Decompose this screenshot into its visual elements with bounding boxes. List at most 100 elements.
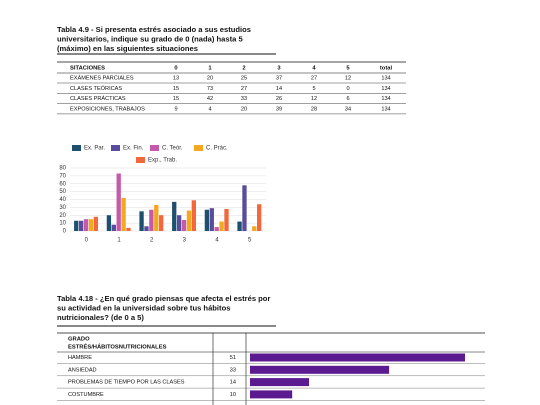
table-cell: 39 [276, 106, 282, 112]
legend-label: Exp., Trab. [148, 158, 177, 164]
bar [242, 185, 247, 231]
bar [106, 215, 112, 231]
bar [126, 227, 131, 231]
table-cell: 134 [381, 106, 390, 112]
bar [159, 215, 164, 231]
table-cell: 13 [173, 75, 179, 81]
table-cell: 134 [381, 96, 390, 102]
bar [209, 208, 214, 231]
table-cell: 25 [241, 75, 247, 81]
x-tick-label: 4 [215, 238, 219, 244]
bar [144, 226, 149, 231]
x-tick-label: 1 [117, 238, 121, 244]
bar [257, 204, 262, 231]
bar [83, 219, 89, 231]
y-tick-label: 70 [59, 173, 66, 179]
legend-label: C. Teór. [162, 146, 183, 152]
y-tick-label: 10 [59, 221, 66, 227]
legend-swatch [111, 145, 120, 151]
bar [172, 201, 177, 231]
table-cell: CLASES TEÓRICAS [70, 85, 122, 92]
column-header: 1 [208, 66, 212, 72]
row-label: PROBLEMAS DE TIEMPO POR LAS CLASES [68, 380, 185, 386]
y-tick-label: 50 [59, 189, 66, 195]
table-cell: 134 [381, 75, 390, 81]
bar [186, 210, 192, 231]
bar [154, 205, 159, 231]
column-header: GRADO [68, 337, 90, 343]
table-cell: 6 [346, 96, 349, 102]
bar [74, 220, 79, 231]
y-tick-label: 80 [59, 166, 66, 172]
legend-swatch [72, 145, 81, 151]
column-header: 3 [277, 66, 281, 72]
table-cell: 26 [276, 96, 282, 102]
bar [111, 224, 116, 231]
bar [149, 209, 154, 231]
table-cell: 134 [381, 86, 390, 92]
row-label: COSTUMBRE [68, 392, 104, 398]
row-value: 33 [230, 367, 236, 373]
bar [250, 378, 310, 387]
table-cell: 42 [207, 96, 213, 102]
bar [116, 173, 121, 231]
table-cell: 4 [208, 106, 211, 112]
table-title: su actividad en la universidad sobre tus… [57, 304, 230, 313]
table-cell: 9 [174, 106, 177, 112]
row-value: 51 [230, 355, 236, 361]
y-tick-label: 30 [59, 205, 66, 211]
legend-swatch [194, 145, 203, 151]
bar [176, 215, 182, 231]
column-header: SITACIONES [70, 66, 105, 72]
table-title: Tabla 4.18 - ¿En qué grado piensas que a… [57, 294, 270, 303]
y-tick-label: 60 [59, 181, 66, 187]
column-header: 4 [312, 66, 316, 72]
bar [181, 219, 187, 231]
table-title: universitarios, indique su grado de 0 (n… [57, 35, 243, 44]
bar [224, 208, 229, 231]
table-cell: 15 [173, 86, 179, 92]
column-header: total [380, 66, 393, 72]
column-header: 5 [346, 66, 350, 72]
row-label: ANSIEDAD [68, 367, 97, 373]
x-tick-label: 3 [183, 238, 187, 244]
bar [204, 209, 210, 231]
table-cell: 12 [311, 96, 317, 102]
table-cell: EXÁMENES PARCIALES [70, 74, 134, 81]
row-label: HAMBRE [68, 355, 92, 361]
table-cell: 20 [241, 106, 247, 112]
bar [250, 353, 465, 362]
table-title: Tabla 4.9 - Si presenta estrés asociado … [57, 25, 251, 34]
table-cell: 73 [207, 86, 213, 92]
bar [93, 216, 98, 231]
bar [250, 390, 293, 399]
column-header: 0 [174, 66, 177, 72]
legend-label: Ex. Fin. [123, 146, 144, 152]
table-cell: 33 [241, 96, 247, 102]
row-value: 14 [230, 380, 236, 386]
bar [78, 220, 84, 231]
y-tick-label: 20 [59, 213, 66, 219]
table-cell: 28 [311, 106, 317, 112]
bar [88, 219, 94, 231]
bar [219, 221, 224, 231]
column-header: 2 [242, 66, 245, 72]
legend-label: Ex. Par. [84, 146, 105, 152]
table-cell: EXPOSICIONES, TRABAJOS [70, 106, 145, 112]
table-title: (máximo) en las siguientes situaciones [57, 44, 198, 53]
legend-swatch [150, 145, 159, 151]
legend-label: C. Prác. [206, 146, 228, 152]
table-cell: 12 [345, 75, 351, 81]
y-tick-label: 40 [59, 197, 66, 203]
legend-swatch [136, 157, 145, 163]
x-tick-label: 2 [150, 238, 154, 244]
bar [237, 221, 242, 231]
table-cell: 27 [241, 86, 247, 92]
bar [214, 227, 219, 231]
bar [252, 226, 257, 231]
table-cell: 20 [207, 75, 213, 81]
table-cell: 0 [346, 86, 349, 92]
bar [139, 211, 144, 231]
bar [121, 197, 126, 231]
